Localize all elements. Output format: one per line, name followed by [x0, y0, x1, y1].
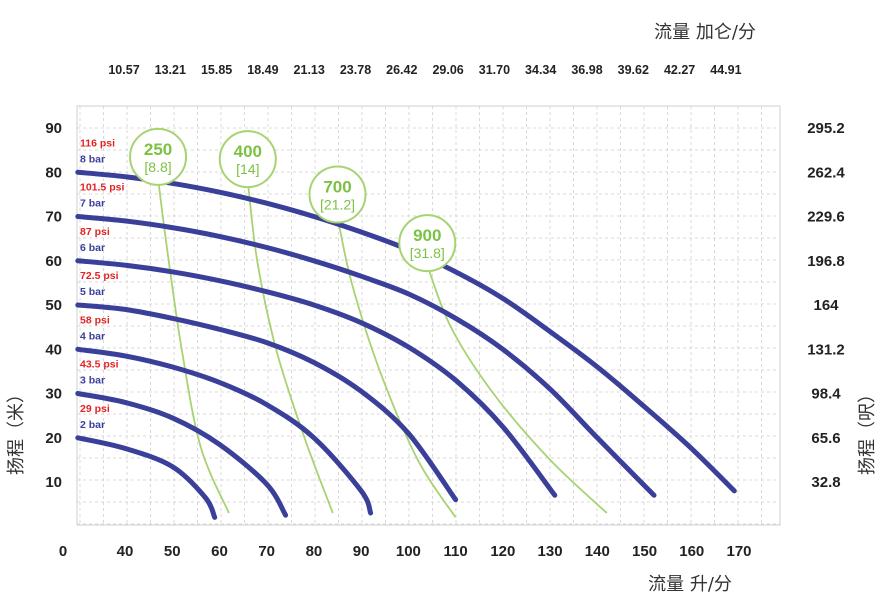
y-right-tick-label: 295.2: [807, 120, 845, 137]
x-tick-label: 120: [490, 543, 515, 560]
x-tick-label: 160: [679, 543, 704, 560]
pressure-curve: [75, 346, 374, 516]
x-tick-label: 80: [306, 543, 323, 560]
bar-label: 2 bar: [80, 419, 105, 431]
y-left-axis-title: 扬程（米）: [6, 385, 27, 475]
air-consumption-sublabel: [14]: [236, 161, 259, 177]
x-top-tick-label: 31.70: [479, 63, 510, 77]
y-left-tick-label: 50: [45, 297, 62, 314]
x-tick-label: 70: [258, 543, 275, 560]
x-top-tick-label: 26.42: [386, 63, 417, 77]
x-top-tick-label: 42.27: [664, 63, 695, 77]
bar-label: 7 bar: [80, 198, 105, 210]
air-consumption-sublabel: [21.2]: [320, 197, 355, 213]
y-right-tick-label: 32.8: [811, 474, 840, 491]
bar-label: 6 bar: [80, 242, 105, 254]
air-consumption-bubble: [398, 214, 457, 273]
bar-label: 8 bar: [80, 153, 105, 165]
air-consumption-sublabel: [31.8]: [410, 245, 445, 261]
y-left-tick-label: 10: [45, 474, 62, 491]
pressure-curve: [75, 435, 218, 520]
x-tick-label: 0: [59, 543, 67, 560]
air-consumption-curve: [246, 180, 334, 514]
x-tick-label: 110: [444, 543, 468, 560]
pressure-curve: [75, 214, 657, 498]
psi-label: 101.5 psi: [80, 182, 124, 194]
y-right-axis-title: 扬程（呎）: [857, 385, 878, 475]
air-consumption-label: 400: [234, 142, 262, 161]
x-axis-title: 流量 升/分: [648, 574, 732, 595]
x-top-tick-label: 10.57: [108, 63, 139, 77]
y-right-tick-label: 164: [813, 297, 839, 314]
y-right-tick-label: 65.6: [811, 430, 840, 447]
air-consumption-curve: [157, 178, 230, 514]
x-top-tick-label: 39.62: [618, 63, 649, 77]
pressure-curve: [75, 391, 289, 518]
x-tick-label: 100: [396, 543, 421, 560]
y-left-tick-label: 20: [45, 430, 62, 447]
air-consumption-sublabel: [8.8]: [144, 159, 171, 175]
x-tick-label: 60: [211, 543, 228, 560]
pressure-curve: [75, 169, 737, 494]
pressure-curve: [75, 258, 558, 498]
x-tick-label: 150: [632, 543, 657, 560]
pressure-curve: [75, 302, 459, 503]
air-consumption-curve: [336, 216, 457, 518]
x-top-tick-label: 15.85: [201, 63, 232, 77]
y-right-tick-label: 262.4: [807, 164, 845, 181]
y-right-tick-label: 98.4: [811, 386, 841, 403]
x-tick-label: 50: [164, 543, 181, 560]
air-consumption-curve: [426, 264, 608, 514]
x-tick-label: 140: [585, 543, 610, 560]
x-top-tick-label: 18.49: [247, 63, 278, 77]
psi-label: 29 psi: [80, 403, 110, 415]
psi-label: 116 psi: [80, 137, 115, 149]
x-tick-label: 40: [117, 543, 134, 560]
y-left-tick-label: 30: [45, 386, 62, 403]
plot-frame: [76, 105, 781, 526]
psi-label: 72.5 psi: [80, 270, 119, 282]
air-consumption-label: 700: [323, 178, 351, 197]
y-right-tick-label: 229.6: [807, 209, 845, 226]
air-consumption-bubble: [129, 127, 188, 186]
x-top-tick-label: 36.98: [571, 63, 602, 77]
top-axis-title: 流量 加仑/分: [654, 22, 756, 43]
psi-label: 87 psi: [80, 226, 110, 238]
y-left-tick-label: 40: [45, 341, 62, 358]
x-top-tick-label: 23.78: [340, 63, 371, 77]
bar-label: 3 bar: [80, 375, 105, 387]
y-left-tick-label: 80: [45, 164, 62, 181]
x-top-tick-label: 13.21: [155, 63, 186, 77]
psi-label: 58 psi: [80, 314, 110, 326]
bar-label: 5 bar: [80, 286, 105, 298]
psi-label: 43.5 psi: [80, 359, 119, 371]
bar-label: 4 bar: [80, 330, 105, 342]
air-consumption-bubble: [218, 130, 277, 189]
y-left-tick-label: 90: [45, 120, 62, 137]
x-top-tick-label: 21.13: [294, 63, 325, 77]
y-left-tick-label: 60: [45, 253, 62, 270]
x-tick-label: 90: [353, 543, 370, 560]
air-consumption-label: 900: [413, 226, 441, 245]
x-tick-label: 170: [726, 543, 751, 560]
y-left-tick-label: 70: [45, 209, 62, 226]
x-top-tick-label: 44.91: [710, 63, 741, 77]
air-consumption-bubble: [308, 165, 367, 224]
air-consumption-label: 250: [144, 140, 172, 159]
y-right-tick-label: 196.8: [807, 253, 845, 270]
x-top-tick-label: 34.34: [525, 63, 556, 77]
x-tick-label: 130: [538, 543, 563, 560]
x-top-tick-label: 29.06: [432, 63, 463, 77]
y-right-tick-label: 131.2: [807, 341, 845, 358]
